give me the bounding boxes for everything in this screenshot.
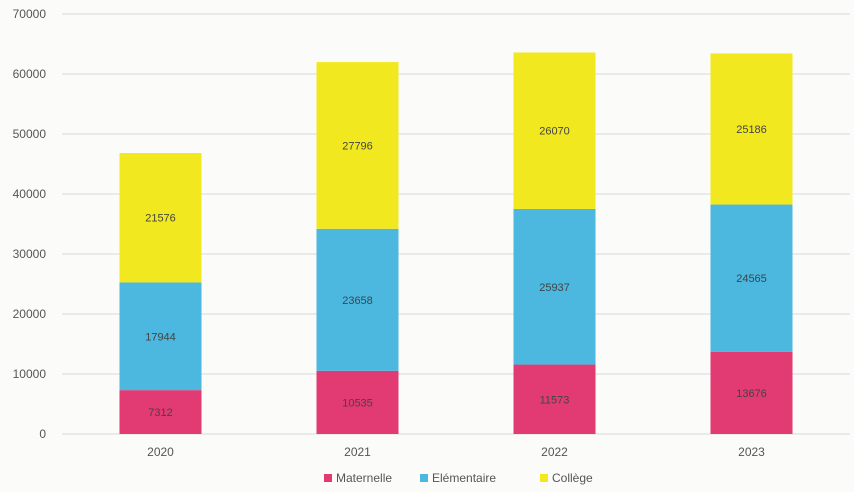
bar-2023-series-1: [710, 204, 793, 352]
bar-2021-series-2: [316, 62, 399, 229]
y-tick-label-50000: 50000: [13, 127, 47, 141]
bar-2021-series-0: [316, 370, 399, 434]
legend: Maternelle Elémentaire Collège: [324, 471, 593, 485]
legend-label-0: Maternelle: [336, 471, 392, 485]
data-label-2022-series-0: 11573: [540, 394, 570, 406]
data-label-2023-series-1: 24565: [736, 273, 767, 285]
bar-2022-series-2: [513, 52, 596, 209]
x-axis: 2020 2021 2022 2023: [147, 445, 765, 459]
data-label-2022-series-2: 26070: [539, 126, 570, 138]
y-tick-label-70000: 70000: [13, 7, 47, 21]
data-label-2020-series-2: 21576: [145, 213, 176, 225]
data-label-2021-series-2: 27796: [342, 140, 373, 152]
y-tick-label-0: 0: [39, 427, 46, 441]
legend-swatch-1: [420, 474, 428, 482]
data-label-2021-series-1: 23658: [342, 295, 373, 307]
y-tick-label-10000: 10000: [13, 367, 47, 381]
y-tick-label-20000: 20000: [13, 307, 47, 321]
data-label-2020-series-1: 17944: [145, 331, 176, 343]
y-tick-label-30000: 30000: [13, 247, 47, 261]
bar-2022-series-0: [513, 364, 596, 434]
data-label-2021-series-0: 10535: [342, 397, 373, 409]
legend-swatch-2: [540, 474, 548, 482]
bar-2022-series-1: [513, 208, 596, 365]
data-label-2023-series-2: 25186: [736, 124, 767, 136]
bars: [119, 52, 793, 434]
bar-2020-series-0: [119, 390, 202, 434]
x-tick-label-2023: 2023: [738, 445, 765, 459]
x-tick-label-2022: 2022: [541, 445, 568, 459]
y-axis: 0 10000 20000 30000 40000 50000 60000 70000: [13, 7, 47, 441]
bar-2023-series-0: [710, 351, 793, 434]
legend-swatch-0: [324, 474, 332, 482]
y-tick-label-40000: 40000: [13, 187, 47, 201]
data-labels: 7312 17944 21576 10535 23658 27796 11573 25937 2…: [145, 124, 767, 419]
legend-label-2: Collège: [552, 471, 593, 485]
bar-2020-series-2: [119, 153, 202, 283]
y-tick-label-60000: 60000: [13, 67, 47, 81]
data-label-2022-series-1: 25937: [539, 282, 570, 294]
bar-2020-series-1: [119, 282, 202, 391]
data-label-2023-series-0: 13676: [736, 388, 767, 400]
x-tick-label-2020: 2020: [147, 445, 174, 459]
bar-2021-series-1: [316, 228, 399, 371]
bar-2023-series-2: [710, 53, 793, 205]
legend-label-1: Elémentaire: [432, 471, 496, 485]
data-label-2020-series-0: 7312: [148, 407, 172, 419]
x-tick-label-2021: 2021: [344, 445, 371, 459]
